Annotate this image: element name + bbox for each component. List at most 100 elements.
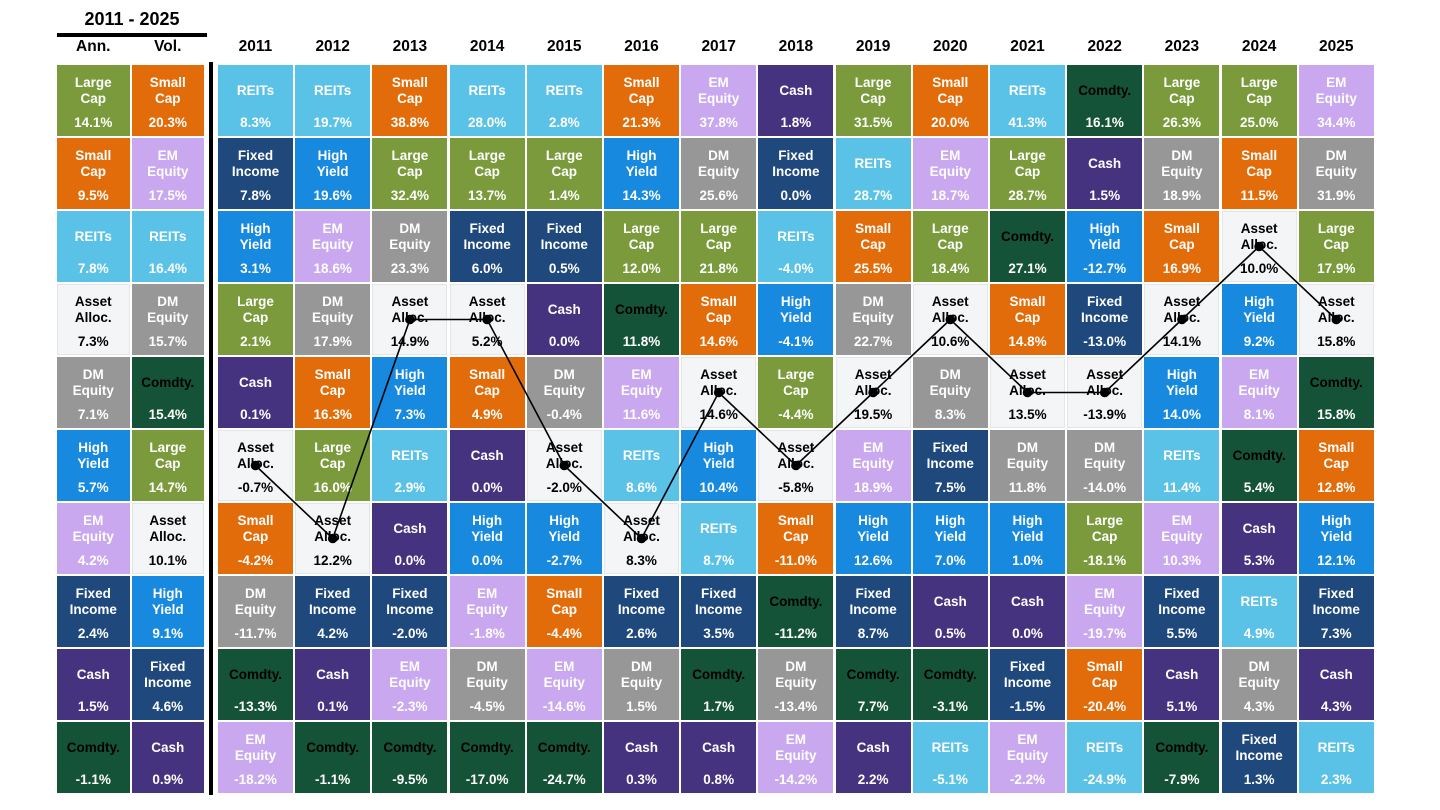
- return-value: 1.0%: [1012, 553, 1043, 569]
- return-cell: Fixed Income 1.3%: [1221, 722, 1297, 793]
- return-value: 7.8%: [77, 261, 109, 277]
- return-cell: EM Equity 18.9%: [835, 430, 911, 501]
- asset-name: High Yield: [1166, 367, 1198, 399]
- return-value: -4.0%: [778, 261, 814, 277]
- return-cell: High Yield 7.0%: [912, 503, 988, 574]
- return-value: 19.7%: [313, 115, 352, 131]
- return-value: 17.9%: [313, 334, 352, 350]
- asset-name: Comdty.: [1078, 83, 1132, 99]
- return-cell: Small Cap -11.0%: [758, 503, 834, 574]
- asset-name: Asset Alloc.: [854, 367, 892, 399]
- asset-name: Cash: [702, 740, 736, 756]
- return-value: 4.9%: [1243, 626, 1275, 642]
- return-cell: Small Cap 21.3%: [604, 65, 679, 136]
- asset-name: Asset Alloc.: [1240, 221, 1278, 253]
- asset-name: Large Cap: [1163, 75, 1201, 107]
- return-value: 12.8%: [1317, 480, 1356, 496]
- asset-name: DM Equity: [147, 294, 189, 326]
- return-cell: Large Cap 1.4%: [526, 138, 602, 209]
- return-cell: Large Cap 31.5%: [835, 65, 911, 136]
- asset-name: Comdty.: [141, 375, 195, 391]
- return-cell: EM Equity 18.7%: [912, 138, 988, 209]
- asset-name: Fixed Income: [772, 148, 820, 180]
- return-value: 10.4%: [699, 480, 738, 496]
- return-cell: EM Equity -14.2%: [758, 722, 834, 793]
- asset-name: Small Cap: [75, 148, 112, 180]
- return-cell: DM Equity 23.3%: [372, 211, 448, 282]
- return-value: 1.5%: [1089, 188, 1121, 204]
- asset-name: Cash: [151, 740, 185, 756]
- return-cell: DM Equity 11.8%: [990, 430, 1065, 501]
- return-value: 1.7%: [703, 699, 735, 715]
- return-cell: Fixed Income 7.3%: [1298, 576, 1374, 647]
- return-value: 5.7%: [77, 480, 109, 496]
- asset-name: Asset Alloc.: [623, 513, 660, 545]
- asset-name: Cash: [933, 594, 967, 610]
- return-cell: Asset Alloc. 10.6%: [912, 284, 988, 355]
- return-cell: DM Equity 15.7%: [131, 284, 204, 355]
- asset-name: Comdty.: [769, 594, 823, 610]
- return-value: 7.1%: [77, 407, 109, 423]
- return-value: -14.6%: [542, 699, 586, 715]
- asset-name: High Yield: [548, 513, 581, 545]
- asset-name: Asset Alloc.: [391, 294, 429, 326]
- asset-name: EM Equity: [389, 659, 431, 691]
- return-cell: DM Equity -11.7%: [218, 576, 293, 647]
- return-cell: Comdty. -3.1%: [912, 649, 988, 720]
- asset-name: High Yield: [239, 221, 272, 253]
- return-cell: Asset Alloc. 19.5%: [835, 357, 911, 428]
- return-value: 7.5%: [934, 480, 966, 496]
- asset-name: Comdty.: [66, 740, 120, 756]
- asset-name: Asset Alloc.: [1317, 294, 1355, 326]
- return-cell: Asset Alloc. 15.8%: [1298, 284, 1374, 355]
- return-cell: EM Equity -2.3%: [372, 649, 448, 720]
- return-value: -2.3%: [392, 699, 428, 715]
- return-value: 0.0%: [471, 480, 503, 496]
- return-cell: High Yield 10.4%: [681, 430, 757, 501]
- asset-name: Asset Alloc.: [700, 367, 738, 399]
- return-value: 15.7%: [148, 334, 187, 350]
- asset-name: Cash: [238, 375, 272, 391]
- return-value: 8.6%: [626, 480, 657, 496]
- asset-name: Comdty.: [1309, 375, 1363, 391]
- return-value: 2.4%: [77, 626, 109, 642]
- return-cell: Cash 0.3%: [604, 722, 679, 793]
- period-underline: [57, 33, 207, 37]
- asset-name: DM Equity: [234, 586, 277, 618]
- return-value: 20.3%: [148, 115, 187, 131]
- return-value: 7.0%: [934, 553, 966, 569]
- asset-name: Large Cap: [468, 148, 506, 180]
- return-value: 16.3%: [313, 407, 352, 423]
- return-value: 38.8%: [390, 115, 430, 131]
- return-value: 23.3%: [390, 261, 430, 277]
- asset-name: Small Cap: [237, 513, 274, 545]
- asset-name: EM Equity: [1238, 367, 1280, 399]
- return-value: 8.3%: [934, 407, 966, 423]
- year-header: 2018: [778, 38, 814, 55]
- asset-name: EM Equity: [929, 148, 971, 180]
- return-value: 8.3%: [240, 115, 271, 131]
- return-value: -1.8%: [469, 626, 505, 642]
- asset-name: DM Equity: [72, 367, 114, 399]
- return-cell: Comdty. 11.8%: [604, 284, 679, 355]
- return-cell: Cash 0.0%: [990, 576, 1065, 647]
- return-cell: Asset Alloc. -2.0%: [526, 430, 602, 501]
- return-value: 5.5%: [1166, 626, 1198, 642]
- return-value: 18.4%: [931, 261, 970, 277]
- asset-name: Large Cap: [1317, 221, 1355, 253]
- asset-name: Fixed Income: [695, 586, 743, 618]
- return-value: -4.4%: [778, 407, 814, 423]
- return-cell: EM Equity -1.8%: [449, 576, 525, 647]
- return-value: 0.1%: [317, 699, 349, 715]
- return-value: 1.3%: [1243, 772, 1275, 788]
- return-cell: Fixed Income -13.0%: [1067, 284, 1143, 355]
- return-cell: Cash 0.0%: [449, 430, 525, 501]
- return-value: 5.2%: [471, 334, 503, 350]
- return-value: 12.2%: [313, 553, 352, 569]
- return-cell: Cash 1.5%: [1067, 138, 1143, 209]
- return-value: 10.6%: [931, 334, 970, 350]
- return-value: 1.4%: [548, 188, 580, 204]
- asset-name: High Yield: [625, 148, 658, 180]
- asset-name: Fixed Income: [386, 586, 434, 618]
- return-value: 27.1%: [1008, 261, 1047, 277]
